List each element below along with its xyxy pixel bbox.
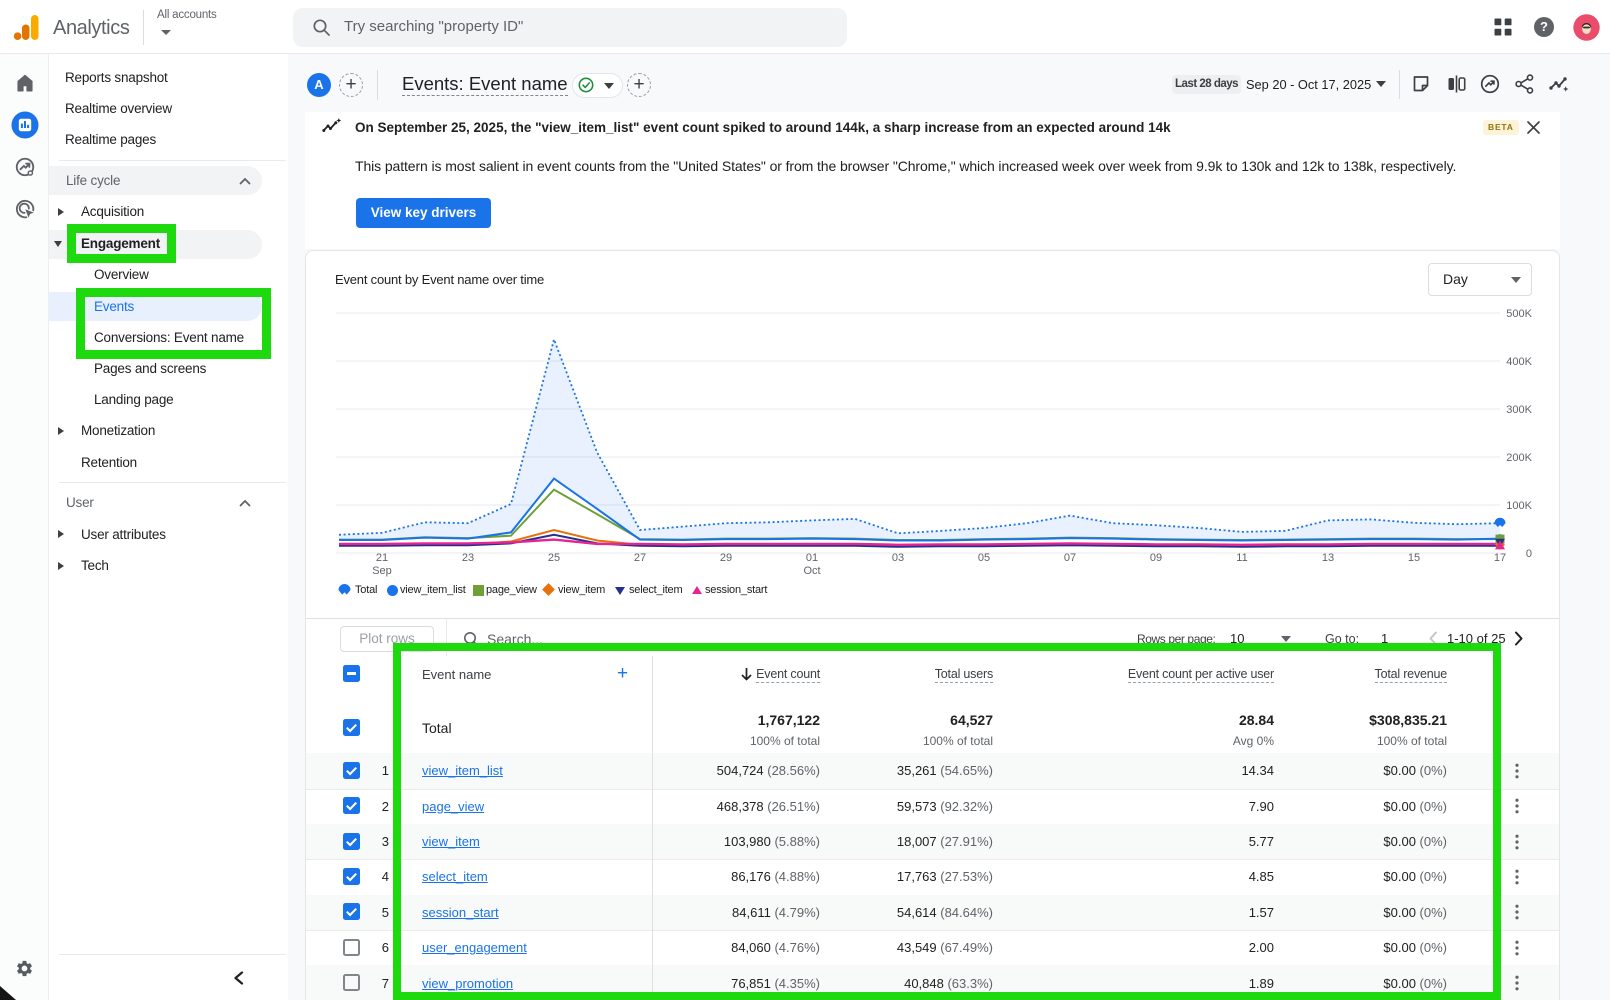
- svg-text:03: 03: [892, 552, 904, 564]
- svg-text:Oct: Oct: [803, 565, 820, 577]
- svg-text:Sep: Sep: [372, 565, 392, 577]
- svg-text:15: 15: [1408, 552, 1420, 564]
- svg-text:400K: 400K: [1506, 356, 1532, 368]
- svg-text:23: 23: [462, 552, 474, 564]
- svg-text:100K: 100K: [1506, 500, 1532, 512]
- svg-text:27: 27: [634, 552, 646, 564]
- svg-text:07: 07: [1064, 552, 1076, 564]
- svg-text:25: 25: [548, 552, 560, 564]
- svg-text:29: 29: [720, 552, 732, 564]
- svg-text:01: 01: [806, 552, 818, 564]
- svg-text:11: 11: [1236, 552, 1247, 564]
- svg-text:21: 21: [376, 552, 388, 564]
- svg-text:17: 17: [1494, 552, 1506, 564]
- svg-text:500K: 500K: [1506, 308, 1532, 320]
- svg-text:13: 13: [1322, 552, 1334, 564]
- svg-text:05: 05: [978, 552, 990, 564]
- svg-text:200K: 200K: [1506, 452, 1532, 464]
- svg-text:09: 09: [1150, 552, 1162, 564]
- svg-text:0: 0: [1526, 548, 1532, 560]
- svg-text:300K: 300K: [1506, 404, 1532, 416]
